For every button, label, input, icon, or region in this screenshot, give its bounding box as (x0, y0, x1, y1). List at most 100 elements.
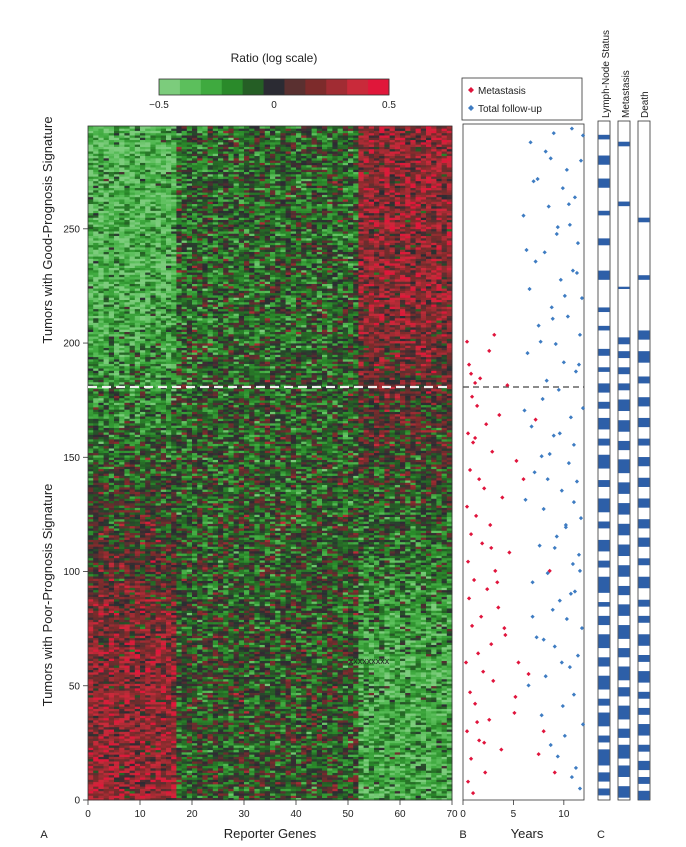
follow-up-point (536, 323, 541, 328)
follow-up-point (539, 713, 544, 718)
panel-b-frame (462, 123, 585, 801)
status-positive-band (618, 728, 630, 738)
metastasis-point (507, 550, 512, 555)
colorbar-swatch (326, 79, 348, 95)
status-positive-band (598, 210, 610, 216)
follow-up-point (568, 591, 573, 596)
status-positive-band (638, 376, 650, 384)
metastasis-point (471, 577, 477, 583)
status-positive-band (638, 724, 650, 736)
metastasis-point (473, 380, 478, 386)
legend-marker-metastasis (468, 87, 474, 93)
follow-up-point (549, 305, 554, 310)
metastasis-point (482, 486, 487, 491)
follow-up-point (554, 231, 559, 237)
metastasis-point (473, 435, 478, 441)
legend-frame (461, 77, 583, 121)
follow-up-point (531, 179, 536, 184)
follow-up-point (578, 158, 584, 163)
follow-up-point (559, 660, 564, 665)
y-tick-label: 50 (69, 681, 81, 692)
follow-up-point (544, 378, 549, 383)
follow-up-point (577, 786, 583, 791)
metastasis-point (536, 752, 541, 757)
follow-up-point (569, 774, 574, 780)
status-positive-band (638, 558, 650, 566)
status-positive-band (618, 286, 630, 290)
metastasis-point (467, 690, 473, 695)
x-tick-label: 0 (460, 809, 466, 820)
status-positive-band (598, 417, 610, 430)
status-positive-band (598, 698, 610, 706)
follow-up-point (553, 341, 558, 347)
status-positive-band (638, 760, 650, 771)
x-tick-label: 0 (85, 809, 91, 820)
colorbar-swatch (242, 79, 264, 95)
status-positive-band (618, 585, 630, 596)
metastasis-point (541, 729, 546, 734)
colorbar-swatch (347, 79, 369, 95)
status-positive-band (598, 307, 610, 313)
follow-up-point (570, 268, 576, 273)
metastasis-point (475, 719, 480, 725)
panel-label-a: A (40, 829, 48, 841)
follow-up-point (575, 241, 581, 246)
follow-up-point (542, 250, 547, 255)
follow-up-point (530, 614, 535, 619)
follow-up-point (537, 543, 542, 548)
follow-up-point (540, 396, 545, 402)
metastasis-point (469, 394, 475, 399)
metastasis-point (466, 596, 472, 601)
follow-up-point (543, 674, 548, 679)
metastasis-point (468, 756, 474, 761)
metastasis-point (489, 545, 494, 551)
metastasis-point (489, 642, 494, 647)
metastasis-column (617, 120, 631, 801)
follow-up-point (571, 442, 577, 447)
follow-up-point (572, 195, 578, 200)
legend-label-metastasis: Metastasis (478, 86, 526, 97)
metastasis-point (465, 431, 471, 436)
legend-label-follow-up: Total follow-up (478, 104, 542, 115)
status-positive-band (598, 325, 610, 331)
metastasis-point (468, 371, 474, 376)
status-positive-band (638, 654, 650, 662)
status-positive-band (598, 134, 610, 140)
status-positive-band (598, 576, 610, 593)
status-positive-band (618, 440, 630, 451)
status-positive-band (598, 634, 610, 649)
follow-up-point (523, 497, 528, 502)
panel-c-column-label-death: Death (640, 91, 651, 118)
follow-up-point (580, 722, 586, 727)
status-positive-band (638, 576, 650, 589)
follow-up-point (530, 580, 535, 585)
x-tick-label: 60 (394, 809, 406, 820)
metastasis-point (475, 403, 480, 408)
status-positive-band (598, 270, 610, 280)
follow-up-point (559, 488, 564, 493)
metastasis-point (505, 383, 510, 388)
metastasis-point (492, 332, 497, 337)
status-positive-band (598, 615, 610, 626)
status-positive-band (598, 367, 610, 372)
metastasis-point (473, 701, 478, 706)
follow-up-point (558, 277, 563, 282)
metastasis-point (487, 717, 492, 722)
follow-up-point (561, 360, 566, 365)
x-tick-label: 30 (238, 809, 250, 820)
status-positive-band (618, 141, 630, 147)
status-positive-band (638, 417, 650, 428)
status-positive-band (598, 788, 610, 796)
follow-up-point (543, 149, 548, 154)
follow-up-point (569, 126, 574, 131)
follow-up-point (576, 362, 582, 367)
metastasis-point (465, 779, 471, 784)
follow-up-point (564, 167, 569, 172)
status-positive-band (638, 217, 650, 223)
death-column (637, 120, 651, 801)
metastasis-point (491, 678, 496, 683)
metastasis-point (499, 747, 504, 752)
status-positive-band (598, 712, 610, 727)
follow-up-point (552, 644, 557, 649)
follow-up-point (566, 202, 571, 207)
